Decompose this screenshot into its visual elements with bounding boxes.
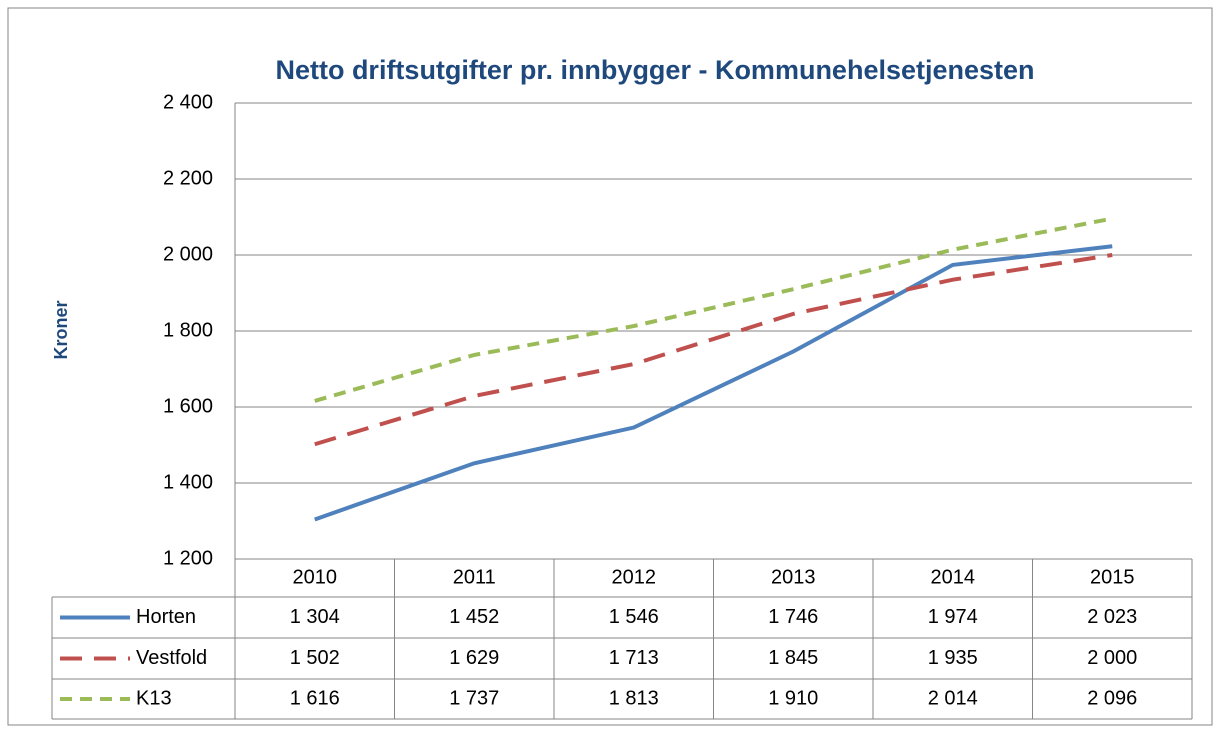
table-value: 1 845	[768, 647, 818, 669]
table-value: 1 713	[609, 647, 659, 669]
legend-label: Horten	[136, 606, 196, 628]
y-tick-label: 1 800	[163, 319, 213, 341]
line-series	[314, 253, 1113, 447]
table-value: 2 096	[1087, 687, 1137, 709]
x-tick-label: 2015	[1090, 566, 1135, 588]
table-value: 1 746	[768, 606, 818, 628]
x-tick-label: 2014	[931, 566, 976, 588]
table-value: 1 304	[290, 606, 340, 628]
chart-border	[7, 7, 1213, 726]
y-tick-label: 2 000	[163, 243, 213, 265]
table-value: 1 546	[609, 606, 659, 628]
line-series	[314, 244, 1113, 522]
table-value: 1 629	[449, 647, 499, 669]
table-value: 1 910	[768, 687, 818, 709]
x-tick-label: 2011	[453, 566, 496, 588]
x-tick-label: 2013	[771, 566, 816, 588]
table-value: 1 452	[449, 606, 499, 628]
table-value: 2 014	[928, 687, 978, 709]
table-value: 2 023	[1087, 606, 1137, 628]
y-tick-label: 1 200	[163, 547, 213, 569]
legend-label: Vestfold	[136, 647, 207, 669]
y-tick-label: 2 200	[163, 167, 213, 189]
table-value: 1 616	[290, 687, 340, 709]
x-tick-label: 2010	[293, 566, 338, 588]
table-value: 1 974	[928, 606, 978, 628]
y-tick-label: 1 600	[163, 395, 213, 417]
chart-title: Netto driftsutgifter pr. innbygger - Kom…	[275, 55, 1034, 85]
legend-label: K13	[136, 687, 172, 709]
table-value: 1 935	[928, 647, 978, 669]
table-value: 2 000	[1087, 647, 1137, 669]
table-value: 1 737	[449, 687, 499, 709]
line-series	[314, 216, 1113, 403]
y-axis-label: Kroner	[51, 300, 71, 359]
y-tick-label: 2 400	[163, 91, 213, 113]
table-value: 1 813	[609, 687, 659, 709]
x-tick-label: 2012	[612, 566, 657, 588]
table-value: 1 502	[290, 647, 340, 669]
y-tick-label: 1 400	[163, 471, 213, 493]
